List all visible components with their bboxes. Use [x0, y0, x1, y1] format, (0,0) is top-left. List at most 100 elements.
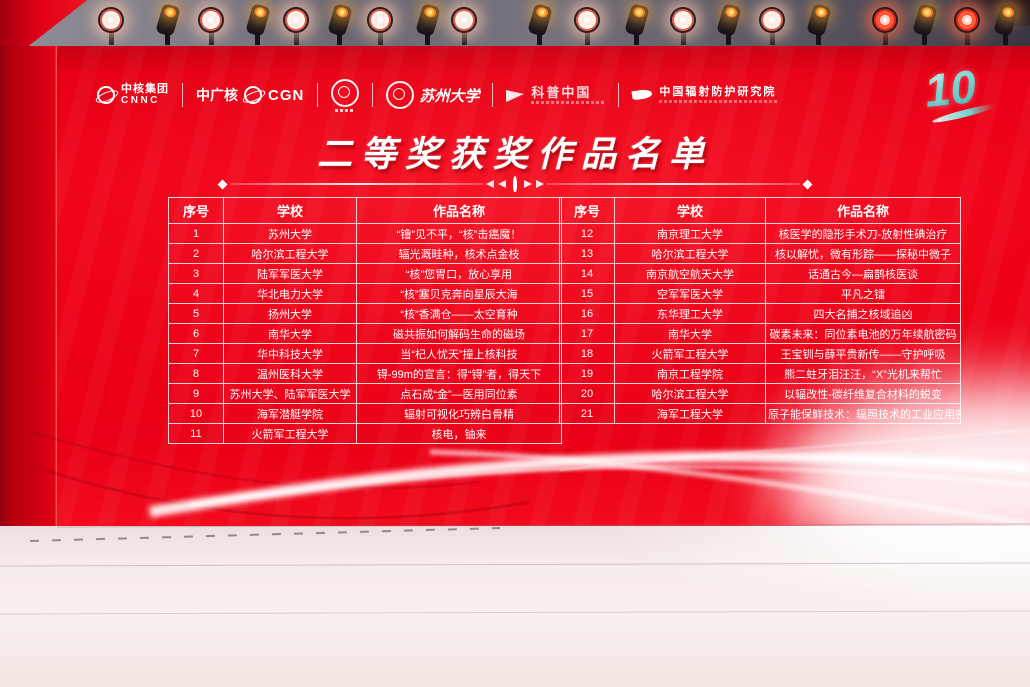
- table-row: 15 空军军医大学 平凡之镭: [559, 283, 961, 304]
- side-wall: [0, 46, 57, 546]
- cell-school: 苏州大学、陆军军医大学: [223, 383, 357, 404]
- table-row: 9 苏州大学、陆军军医大学 点石成“金”—医用同位素: [168, 383, 562, 404]
- moving-head-light-icon: [622, 3, 652, 45]
- table-row: 4 华北电力大学 “核”塞贝克奔向星辰大海: [168, 283, 562, 304]
- kepu-china-logo: 科普中国: [506, 86, 606, 105]
- cell-work: 原子能保鲜技术：辐照技术的工业应用密码: [765, 403, 961, 424]
- table-row: 18 火箭军工程大学 王宝钏与薛平贵新传——守护呼吸: [559, 343, 961, 364]
- cell-no: 17: [559, 323, 615, 344]
- table-row: 21 海军工程大学 原子能保鲜技术：辐照技术的工业应用密码: [559, 403, 961, 424]
- cell-work: 点石成“金”—医用同位素: [356, 383, 562, 404]
- awards-table-right: 序号 学校 作品名称 12 南京理工大学 核医学的隐形手术刀-放射性碘治疗 13…: [559, 197, 961, 424]
- cell-no: 14: [559, 263, 615, 284]
- table-row: 8 温州医科大学 锝-99m的宣言：得“锝”者，得天下: [168, 363, 562, 384]
- cell-school: 陆军军医大学: [223, 263, 357, 284]
- par-light-icon: [197, 5, 227, 45]
- cirp-logo: 中国辐射防护研究院: [632, 85, 780, 104]
- moving-head-light-icon: [910, 3, 940, 45]
- cirp-name: 中国辐射防护研究院: [659, 85, 777, 98]
- cell-school: 南京工程学院: [614, 363, 766, 384]
- cell-school: 扬州大学: [223, 303, 357, 324]
- cnnc-atom-icon: [96, 85, 116, 105]
- table-row: 16 东华理工大学 四大名捕之核域追凶: [559, 303, 961, 324]
- moving-head-light-icon: [991, 3, 1021, 45]
- cell-no: 8: [168, 363, 224, 384]
- header-work: 作品名称: [765, 197, 961, 224]
- cell-school: 火箭军工程大学: [223, 423, 357, 444]
- cell-school: 海军潜艇学院: [223, 403, 357, 424]
- cgn-abbr: CGN: [268, 86, 305, 104]
- cell-no: 4: [168, 283, 224, 304]
- soochow-university-logo: 苏州大学: [386, 81, 479, 109]
- logo-divider: [372, 83, 374, 107]
- header-no: 序号: [559, 197, 615, 224]
- par-light-icon: [669, 5, 699, 45]
- cell-no: 16: [559, 303, 615, 324]
- moving-head-light-icon: [804, 3, 834, 45]
- table-row: 20 哈尔滨工程大学 以辐改性-碳纤维复合材料的蜕变: [559, 383, 961, 404]
- cell-no: 3: [168, 263, 224, 284]
- table-row: 2 哈尔滨工程大学 辐光溉畦种，核术点金枝: [168, 243, 562, 264]
- table-row: 5 扬州大学 “核”香满仓——太空育种: [168, 303, 562, 324]
- cell-no: 5: [168, 303, 224, 324]
- cell-work: 四大名捕之核域追凶: [765, 303, 961, 324]
- soochow-seal-icon: [386, 81, 415, 109]
- cell-work: 核医学的隐形手术刀-放射性碘治疗: [765, 223, 961, 244]
- par-light-icon: [282, 5, 312, 45]
- cell-work: “镥”见不平，“核”击癌魔！: [356, 223, 562, 244]
- stage-floor: [0, 526, 1030, 687]
- cirp-subtext: [659, 100, 780, 104]
- cell-work: 以辐改性-碳纤维复合材料的蜕变: [765, 383, 961, 404]
- cell-school: 南华大学: [614, 323, 766, 344]
- cell-school: 东华理工大学: [614, 303, 766, 324]
- logo-divider: [492, 83, 494, 107]
- table-row: 6 南华大学 磁共振如何解码生命的磁场: [168, 323, 562, 344]
- moving-head-light-icon: [413, 3, 443, 45]
- cell-school: 空军军医大学: [614, 283, 766, 304]
- moving-head-light-icon: [325, 3, 355, 45]
- cirp-bird-icon: [632, 87, 654, 103]
- cell-no: 1: [168, 223, 224, 244]
- cell-work: 辐光溉畦种，核术点金枝: [356, 243, 562, 264]
- cnnc-abbr: CNNC: [121, 94, 160, 106]
- cnnc-name: 中核集团: [121, 82, 169, 95]
- cell-school: 哈尔滨工程大学: [223, 243, 357, 264]
- cell-school: 哈尔滨工程大学: [614, 383, 766, 404]
- cell-work: 碳素未来：同位素电池的万年续航密码: [765, 323, 961, 344]
- cell-school: 南京航空航天大学: [614, 263, 766, 284]
- cell-no: 12: [559, 223, 615, 244]
- cell-school: 华中科技大学: [223, 343, 357, 364]
- cell-school: 哈尔滨工程大学: [614, 243, 766, 264]
- moving-head-light-icon: [714, 3, 744, 45]
- cell-work: “核”您胃口，放心享用: [356, 263, 562, 284]
- table-row: 12 南京理工大学 核医学的隐形手术刀-放射性碘治疗: [559, 223, 961, 244]
- kepu-swoosh-icon: [506, 88, 526, 102]
- cell-work: 平凡之镭: [765, 283, 961, 304]
- cell-work: 辐射可视化巧辨白骨精: [356, 403, 562, 424]
- soochow-name: 苏州大学: [419, 86, 480, 105]
- cell-work: 磁共振如何解码生命的磁场: [356, 323, 562, 344]
- cell-work: 当“杞人忧天”撞上核科技: [356, 343, 562, 364]
- society-seal-logo: [331, 78, 360, 112]
- logo-divider: [317, 83, 319, 107]
- par-light-icon: [450, 5, 480, 45]
- cnnc-logo: 中核集团 CNNC: [96, 82, 169, 106]
- cell-school: 火箭军工程大学: [614, 343, 766, 364]
- logo-divider: [182, 83, 183, 107]
- table-header-row: 序号 学校 作品名称: [559, 197, 961, 224]
- table-header-row: 序号 学校 作品名称: [168, 197, 562, 224]
- par-light-icon: [953, 5, 983, 45]
- par-light-icon: [366, 5, 396, 45]
- cell-work: 核以解忧，微有形踪——探秘中微子: [765, 243, 961, 264]
- cell-work: 王宝钏与薛平贵新传——守护呼吸: [765, 343, 961, 364]
- header-school: 学校: [223, 197, 357, 224]
- cell-school: 南京理工大学: [614, 223, 766, 244]
- cell-school: 海军工程大学: [614, 403, 766, 424]
- cell-school: 华北电力大学: [223, 283, 357, 304]
- moving-head-light-icon: [525, 3, 555, 45]
- table-row: 7 华中科技大学 当“杞人忧天”撞上核科技: [168, 343, 562, 364]
- cell-school: 温州医科大学: [223, 363, 357, 384]
- title-ornament: [215, 176, 815, 192]
- cgn-logo: 中广核 CGN: [196, 85, 304, 105]
